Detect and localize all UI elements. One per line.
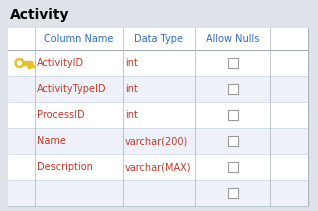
Bar <box>8 50 308 76</box>
Bar <box>8 128 308 154</box>
Bar <box>8 76 308 102</box>
Text: ActivityTypeID: ActivityTypeID <box>37 84 107 94</box>
Bar <box>8 154 308 180</box>
Bar <box>24 61 31 65</box>
Text: int: int <box>125 110 138 120</box>
Text: Column Name: Column Name <box>44 34 114 44</box>
Bar <box>227 162 238 172</box>
Text: Data Type: Data Type <box>135 34 183 44</box>
Bar <box>8 28 308 206</box>
Text: varchar(MAX): varchar(MAX) <box>125 162 191 172</box>
Bar <box>227 188 238 198</box>
Text: varchar(200): varchar(200) <box>125 136 188 146</box>
Bar <box>31 65 33 67</box>
Bar <box>27 65 30 68</box>
Bar <box>227 58 238 68</box>
Bar <box>227 110 238 120</box>
Bar <box>8 28 308 50</box>
Bar <box>227 84 238 94</box>
Circle shape <box>15 58 24 68</box>
Text: Name: Name <box>37 136 66 146</box>
Text: Allow Nulls: Allow Nulls <box>206 34 259 44</box>
Text: int: int <box>125 84 138 94</box>
Text: Activity: Activity <box>10 8 70 22</box>
Text: ProcessID: ProcessID <box>37 110 85 120</box>
Circle shape <box>17 61 22 65</box>
Text: Description: Description <box>37 162 93 172</box>
Bar <box>227 136 238 146</box>
Text: ActivityID: ActivityID <box>37 58 84 68</box>
Bar <box>8 102 308 128</box>
Text: int: int <box>125 58 138 68</box>
Bar <box>8 180 308 206</box>
